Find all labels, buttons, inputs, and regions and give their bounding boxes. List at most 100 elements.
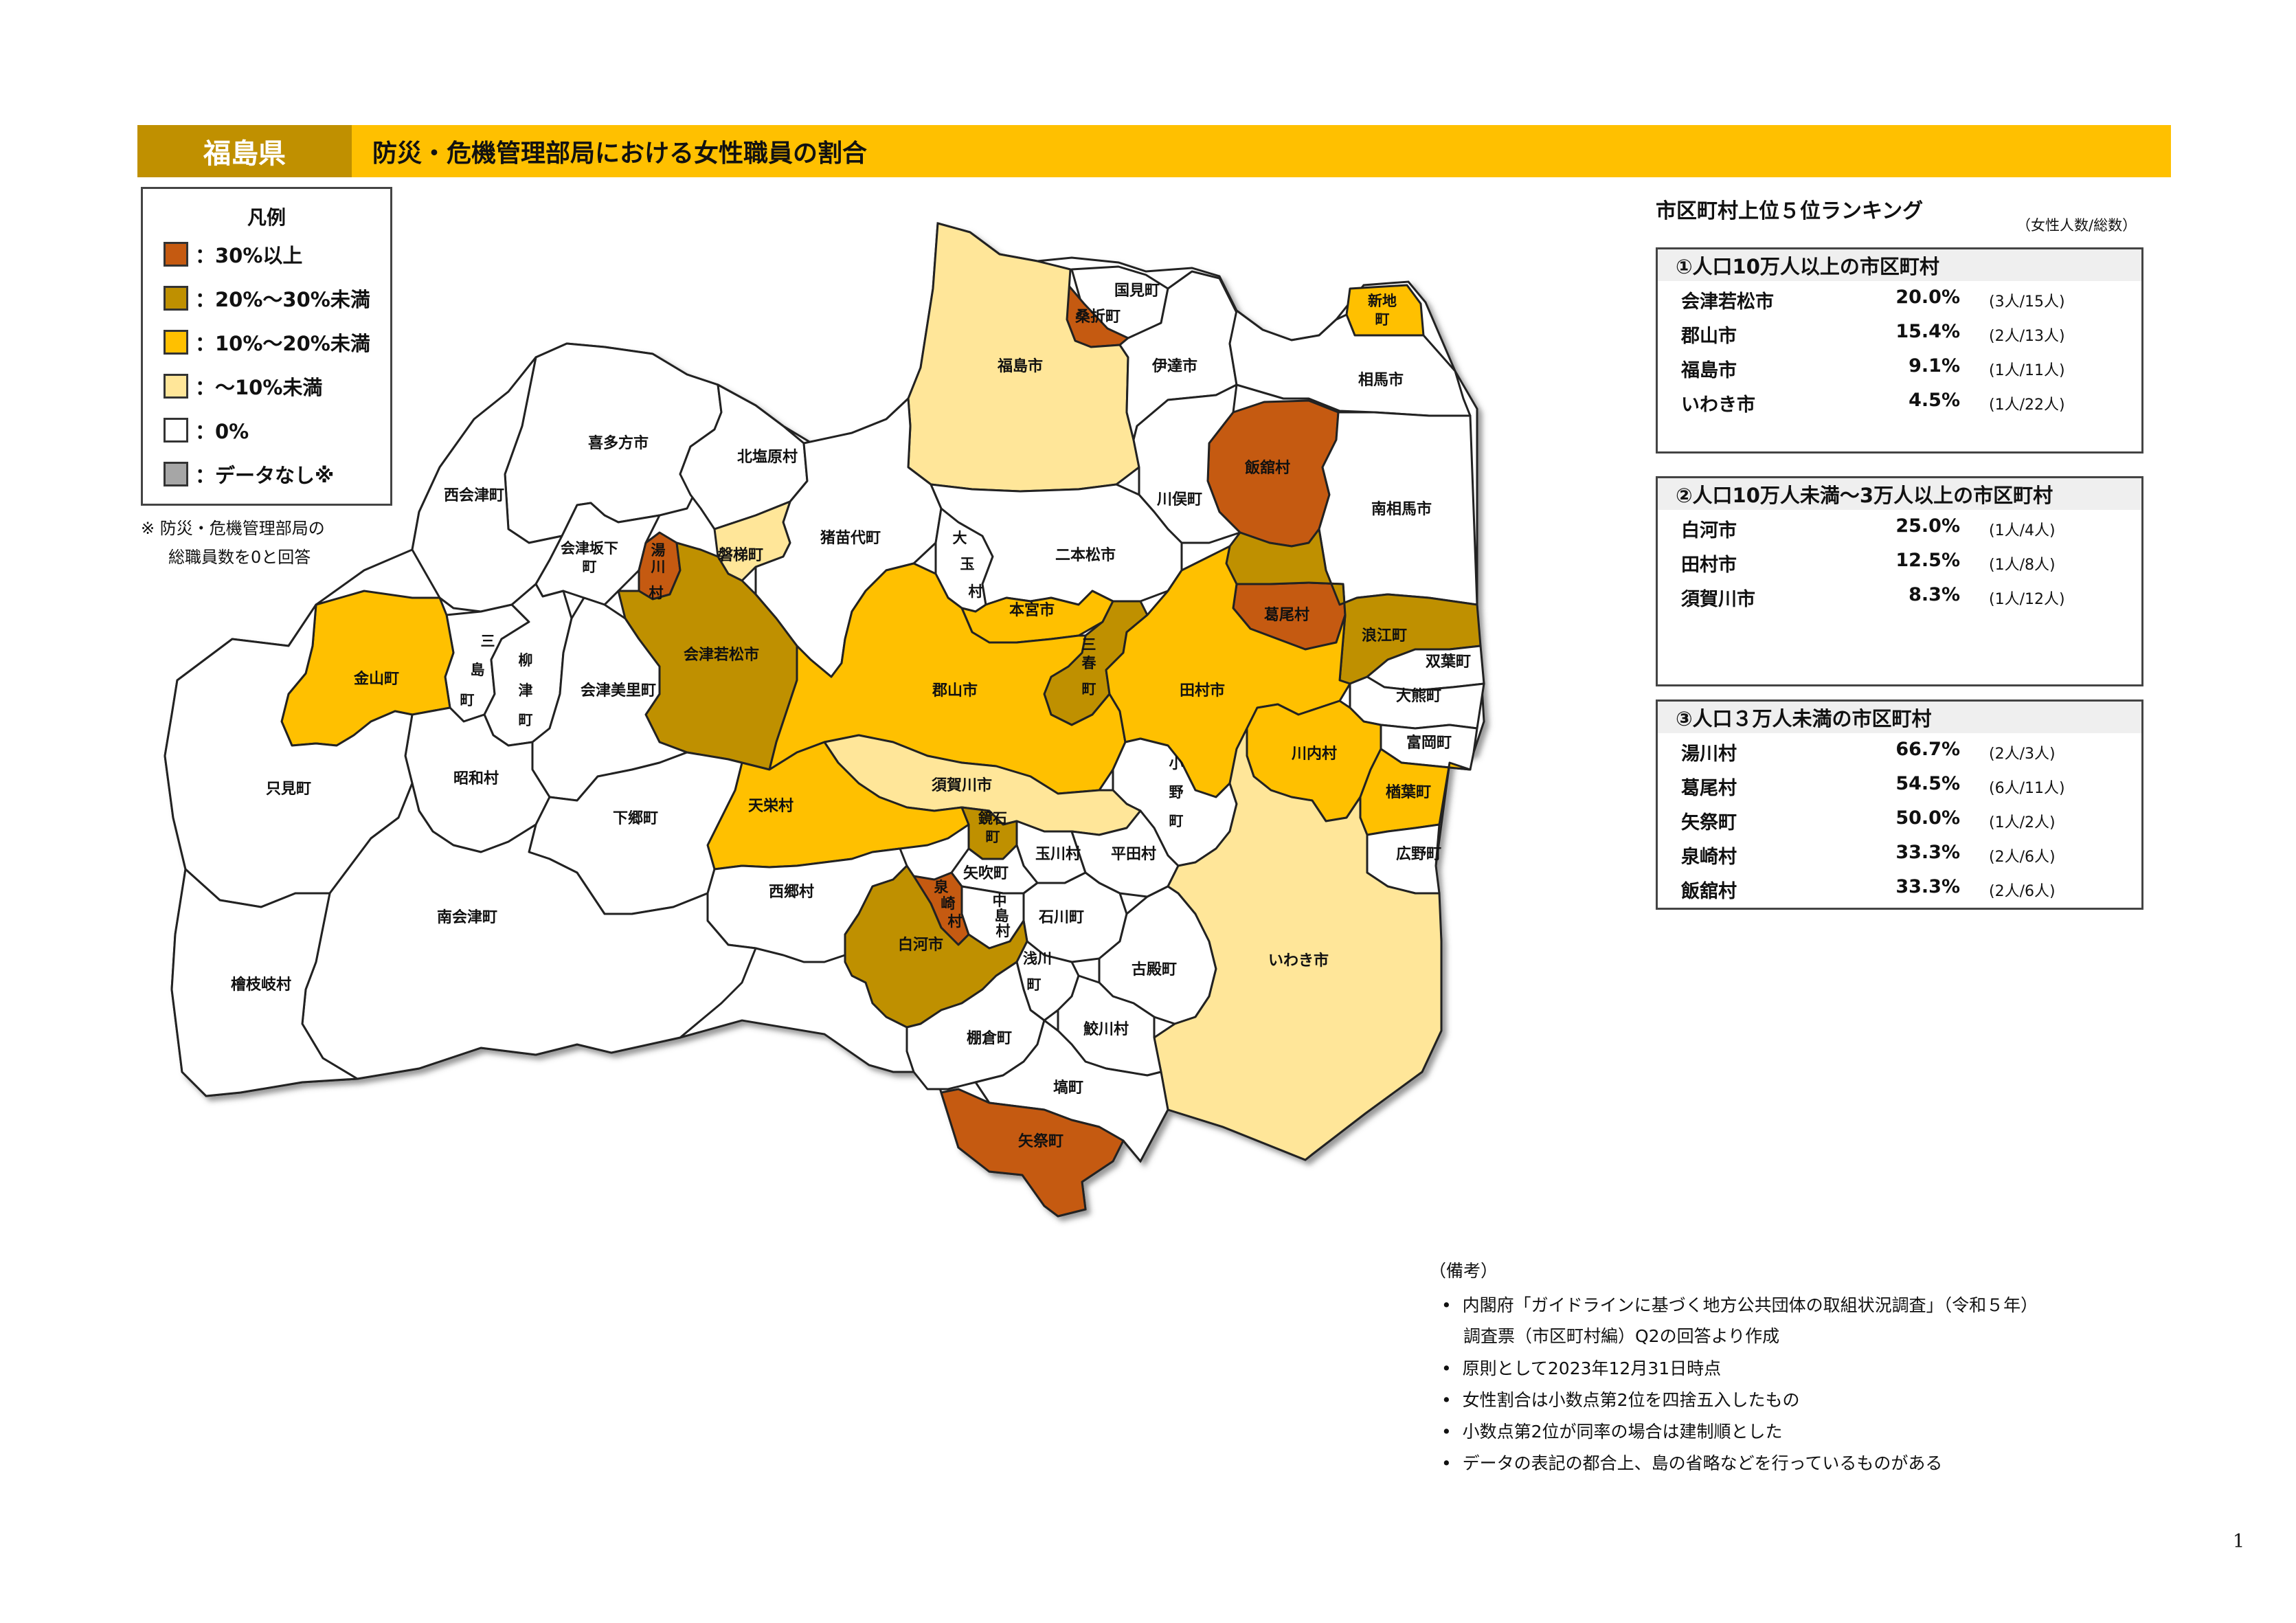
municipality-layer: [164, 222, 1485, 1218]
map-label-nakajima-3: 村: [996, 923, 1011, 939]
map-label-asakawa-1: 浅川: [1023, 950, 1052, 967]
map-label-samegawa: 鮫川村: [1083, 1020, 1129, 1038]
map-label-izumizaki-2: 崎: [941, 895, 956, 912]
map-label-tenei: 天栄村: [748, 798, 794, 815]
map-label-kagamiishi-2: 町: [986, 829, 1000, 845]
ranking-group-heading: ③人口３万人未満の市区町村: [1658, 702, 2141, 733]
map-label-aizuwakamatsu: 会津若松市: [684, 646, 759, 664]
ranking-row: 矢祭町 50.0% (1人/2人): [1681, 807, 2056, 833]
legend-item: ：0%: [164, 415, 249, 445]
legend: 凡例 ：30%以上 ：20%～30%未満 ：10%～20%未満 ：～10%未満 …: [141, 187, 392, 506]
legend-swatch: [164, 418, 188, 443]
map-label-tanagura: 棚倉町: [967, 1029, 1012, 1047]
map-label-ono-2: 野: [1169, 784, 1184, 801]
map-label-nakajima-1: 中: [993, 893, 1007, 909]
map-label-kunimi: 国見町: [1114, 282, 1160, 300]
map-label-nishigo: 西郷村: [769, 884, 814, 901]
map-label-yanaizu-3: 町: [519, 712, 533, 728]
map-label-katsurao: 葛尾村: [1263, 607, 1309, 624]
map-label-kagamiishi-1: 鏡石: [978, 810, 1007, 827]
map-label-futaba: 双葉町: [1426, 653, 1471, 671]
map-label-ishikawa: 石川町: [1038, 909, 1084, 926]
map-label-showa: 昭和村: [453, 770, 499, 787]
map-label-kawauchi: 川内村: [1291, 746, 1337, 763]
map-label-sukagawa: 須賀川市: [932, 776, 992, 794]
map-label-shirakawa: 白河市: [898, 936, 943, 954]
note-item: • 内閣府「ガイドラインに基づく地方公共団体の取組状況調査」（令和５年）: [1441, 1295, 2038, 1315]
legend-title: 凡例: [247, 206, 286, 229]
map-label-aizumisato: 会津美里町: [581, 682, 656, 699]
map-label-yugawa-2: 川: [651, 559, 666, 575]
map-label-hirata: 平田村: [1111, 846, 1156, 863]
ranking-row: 郡山市 15.4% (2人/13人): [1681, 321, 2065, 347]
map-label-nihonmatsu: 二本松市: [1055, 546, 1116, 564]
note-item: • 女性割合は小数点第2位を四捨五入したもの: [1441, 1390, 1800, 1410]
note-item: • 小数点第2位が同率の場合は建制順とした: [1441, 1422, 1783, 1442]
map-label-fukushima: 福島市: [997, 357, 1043, 375]
ranking-row: 会津若松市 20.0% (3人/15人): [1681, 287, 2065, 313]
map-label-hanawa: 塙町: [1053, 1079, 1083, 1097]
map-label-mishima-1: 三: [481, 633, 495, 649]
map-label-yugawa-1: 湯: [651, 542, 666, 559]
ranking-group-heading: ①人口10万人以上の市区町村: [1658, 249, 2141, 281]
municipality-soma: [1228, 309, 1472, 417]
map-label-namie: 浪江町: [1362, 627, 1407, 645]
legend-item: ：30%以上: [164, 239, 302, 269]
ranking-group-1: ①人口10万人以上の市区町村 会津若松市 20.0% (3人/15人) 郡山市 15.…: [1656, 247, 2143, 454]
note-item: • データの表記の都合上、島の省略などを行っているものがある: [1441, 1453, 1943, 1473]
municipality-hinoemata: [170, 868, 359, 1097]
map-label-aizubange-2: 町: [583, 559, 597, 575]
map-label-kitashiobara: 北塩原村: [737, 448, 798, 466]
map-label-naraha: 楢葉町: [1386, 784, 1431, 801]
ranking-unit-note: （女性人数/総数）: [2016, 217, 2137, 234]
note-item: 調査票（市区町村編）Q2の回答より作成: [1463, 1326, 1780, 1346]
map-label-otama-1: 大: [953, 530, 967, 546]
legend-footnote: ※ 防災・危機管理部局の 総職員数を0と回答: [141, 519, 325, 567]
map-label-yanaizu-1: 柳: [519, 652, 533, 669]
legend-item: ：20%～30%未満: [164, 283, 370, 313]
map-label-izumizaki-3: 村: [948, 913, 963, 930]
legend-swatch: [164, 462, 188, 486]
map-label-nishiaizu: 西会津町: [444, 486, 504, 504]
map-label-kaneyama: 金山町: [353, 670, 399, 688]
map-label-date: 伊達市: [1151, 357, 1197, 375]
ranking-group-2: ②人口10万人未満～3万人以上の市区町村 白河市 25.0% (1人/4人) 田村市…: [1656, 476, 2143, 686]
map-label-kitakata: 喜多方市: [588, 434, 649, 452]
map-label-inawashiro: 猪苗代町: [820, 529, 881, 547]
map-label-mishima-3: 町: [460, 692, 475, 708]
map-label-aizubange-1: 会津坂下: [561, 540, 618, 557]
prefecture-label: 福島県: [137, 125, 352, 177]
note-item: • 原則として2023年12月31日時点: [1441, 1358, 1722, 1378]
map-label-yanaizu-2: 津: [519, 682, 533, 699]
ranking-row: 白河市 25.0% (1人/4人): [1681, 515, 2056, 541]
map-label-yamatsuri: 矢祭町: [1018, 1132, 1063, 1150]
map-label-bandai: 磐梯町: [718, 546, 763, 564]
ranking-title: 市区町村上位５位ランキング: [1656, 199, 1924, 223]
ranking-row: 葛尾村 54.5% (6人/11人): [1681, 773, 2065, 799]
map-labels: 国見町 桑折町 新地 町 福島市 伊達市 相馬市 喜多方市 北塩原村 飯舘村 西…: [231, 282, 1471, 1150]
map-label-mishima-2: 島: [471, 662, 485, 678]
ranking-row: 田村市 12.5% (1人/8人): [1681, 550, 2056, 576]
ranking-row: 飯舘村 33.3% (2人/6人): [1681, 876, 2056, 902]
map-label-shimogo: 下郷町: [613, 810, 658, 827]
map-label-miharu-1: 三: [1082, 636, 1096, 653]
map-label-tamura: 田村市: [1180, 682, 1225, 699]
header-bar: [137, 125, 2171, 177]
legend-item: ：データなし※: [164, 459, 334, 489]
page-title: 防災・危機管理部局における女性職員の割合: [372, 139, 868, 168]
map-label-hirono: 広野町: [1396, 845, 1441, 863]
legend-swatch: [164, 286, 188, 311]
ranking-group-heading: ②人口10万人未満～3万人以上の市区町村: [1658, 478, 2141, 510]
legend-swatch: [164, 242, 188, 267]
map-label-motomiya: 本宮市: [1009, 601, 1055, 619]
map-label-asakawa-2: 町: [1027, 976, 1042, 993]
municipality-iwaki: [1153, 727, 1443, 1161]
map-label-otama-3: 村: [969, 583, 983, 600]
map-label-iwaki: いわき市: [1268, 952, 1329, 970]
map-label-ono-1: 小: [1169, 755, 1184, 772]
legend-swatch: [164, 330, 188, 355]
map-label-minamiaizu: 南会津町: [437, 908, 497, 926]
map-label-minamisoma: 南相馬市: [1371, 500, 1432, 518]
notes-title: （備考）: [1429, 1261, 1498, 1281]
map-label-soma: 相馬市: [1358, 371, 1404, 389]
